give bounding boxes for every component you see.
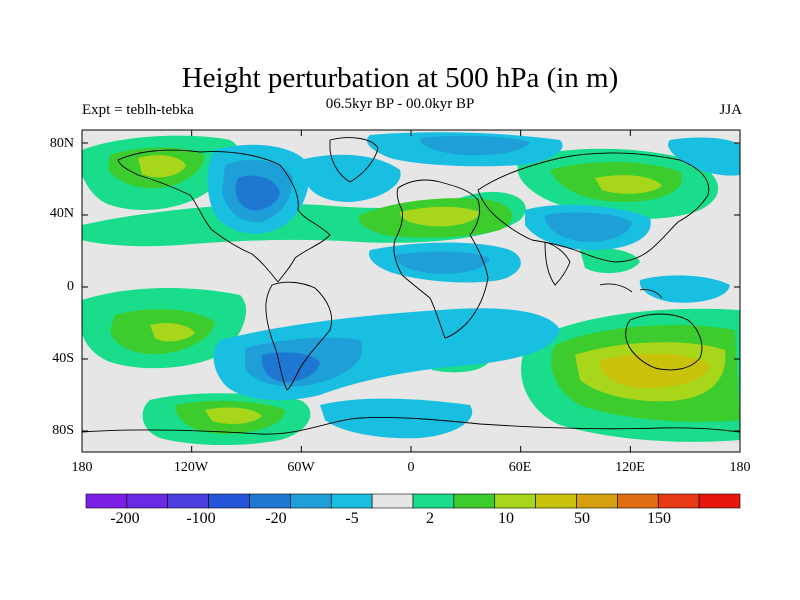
colorbar-label: 10	[498, 510, 514, 527]
lat-tick-label: 80N	[49, 136, 74, 151]
colorbar-swatch	[85, 493, 128, 509]
colorbar-swatch	[698, 493, 741, 509]
colorbar-label: -200	[110, 510, 140, 527]
season-label: JJA	[719, 102, 742, 118]
contour-arctic-inner	[420, 135, 530, 156]
colorbar-swatch	[249, 493, 291, 509]
colorbar-swatch	[208, 493, 250, 509]
experiment-label: Expt = teblh-tebka	[82, 102, 194, 118]
lat-tick-label: 40S	[52, 351, 74, 366]
colorbar-swatch	[535, 493, 577, 509]
colorbar-swatch	[494, 493, 536, 509]
colorbar-swatch	[617, 493, 659, 509]
asia-coast	[477, 152, 710, 263]
colorbar-swatch	[330, 493, 373, 509]
lon-tick-label: 120E	[615, 460, 645, 475]
colorbar	[85, 493, 741, 509]
colorbar-swatch	[657, 493, 700, 509]
contour-eurasia-west-peak	[400, 206, 480, 227]
contour-field	[82, 130, 740, 452]
contour-antarctic-atlantic	[320, 398, 473, 439]
colorbar-swatch	[453, 493, 496, 509]
lat-tick-label: 40N	[49, 206, 74, 221]
contour-arctic-east	[668, 137, 740, 176]
colorbar-swatch	[126, 493, 169, 509]
contour-australia-peak	[599, 353, 710, 389]
greenland-coast	[329, 137, 379, 183]
coastlines	[82, 137, 740, 435]
indonesia-coast	[599, 283, 663, 299]
colorbar-label: -100	[186, 510, 216, 527]
colorbar-label: 150	[647, 510, 671, 527]
lon-tick-label: 120W	[173, 460, 209, 475]
colorbar-label: -20	[265, 510, 287, 527]
lon-tick-label: 60W	[287, 460, 315, 475]
india-coast	[544, 241, 571, 286]
map-title: Height perturbation at 500 hPa (in m)	[181, 62, 619, 94]
colorbar-swatch	[412, 493, 455, 509]
colorbar-swatch	[167, 493, 209, 509]
contour-north-atlantic-low	[300, 154, 401, 202]
axis-ticks	[81, 130, 741, 452]
lat-tick-label: 0	[67, 279, 74, 294]
colorbar-swatch	[576, 493, 618, 509]
europe-africa-coast	[393, 179, 489, 339]
lat-tick-label: 80S	[52, 423, 74, 438]
colorbar-swatch	[290, 493, 332, 509]
colorbar-swatch	[371, 493, 414, 509]
lon-tick-label: 60E	[508, 460, 532, 475]
colorbar-label: 50	[574, 510, 590, 527]
lon-tick-label: 0	[407, 460, 415, 475]
contour-north-pacific-peak	[138, 155, 186, 178]
contour-equatorial-east	[639, 275, 730, 303]
south-america-coast	[265, 281, 333, 391]
contour-west-pacific-small	[580, 248, 640, 274]
contour-tropics-inner	[395, 251, 490, 274]
contour-siberia-peak	[595, 175, 662, 194]
australia-coast	[625, 313, 703, 371]
colorbar-label: -5	[345, 510, 359, 527]
lon-tick-label: 180	[729, 460, 751, 475]
lon-tick-label: 180	[71, 460, 93, 475]
contour-indian-ocean-inner	[545, 212, 632, 242]
contour-north-america-low-core	[235, 175, 280, 211]
contour-south-pacific-peak	[150, 322, 195, 342]
map-subtitle: 06.5kyr BP - 00.0kyr BP	[325, 96, 475, 112]
colorbar-label: 2	[426, 510, 434, 527]
north-america-coast	[117, 149, 331, 283]
antarctica-coast	[82, 417, 740, 435]
contour-antarctic-pacific-peak	[205, 407, 262, 424]
